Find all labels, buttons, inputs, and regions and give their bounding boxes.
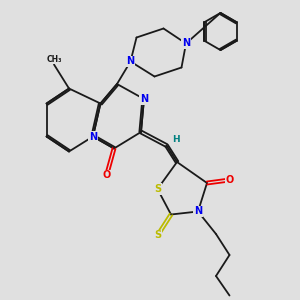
- Text: O: O: [102, 170, 111, 181]
- Text: N: N: [140, 94, 148, 104]
- Text: S: S: [154, 184, 161, 194]
- Text: N: N: [182, 38, 190, 49]
- Text: N: N: [89, 131, 97, 142]
- Text: O: O: [225, 175, 234, 185]
- Text: CH₃: CH₃: [46, 55, 62, 64]
- Text: H: H: [172, 135, 179, 144]
- Text: N: N: [194, 206, 202, 217]
- Text: N: N: [126, 56, 135, 67]
- Text: S: S: [154, 230, 161, 241]
